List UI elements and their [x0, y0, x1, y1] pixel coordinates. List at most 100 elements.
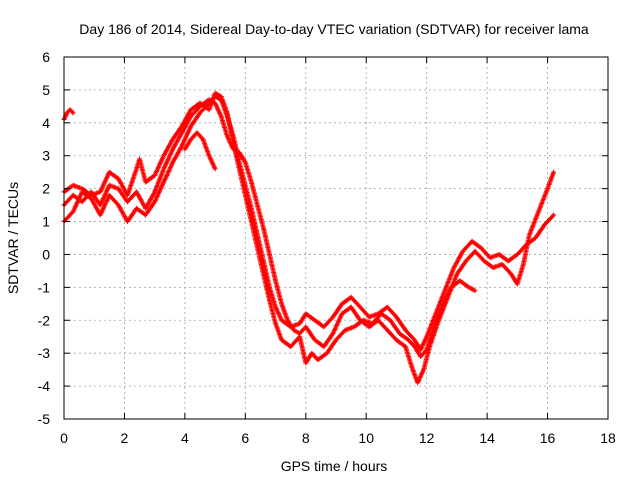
- data-point: [99, 203, 102, 207]
- data-point: [434, 312, 437, 315]
- data-point: [71, 210, 75, 213]
- x-tick-label: 18: [600, 430, 616, 446]
- x-tick-label: 4: [181, 430, 189, 446]
- data-point: [413, 345, 416, 348]
- data-point: [238, 151, 241, 154]
- data-point: [144, 180, 147, 184]
- data-point: [325, 352, 329, 355]
- data-point: [407, 338, 410, 342]
- y-tick-label: 2: [42, 181, 50, 197]
- data-point: [340, 312, 344, 315]
- data-point: [274, 305, 277, 309]
- y-tick-label: 3: [42, 148, 50, 164]
- data-point: [298, 332, 301, 335]
- data-point: [368, 325, 371, 329]
- data-point: [368, 315, 371, 319]
- data-point: [162, 154, 165, 157]
- data-point: [310, 352, 313, 355]
- data-point: [510, 273, 513, 276]
- data-point: [256, 203, 259, 207]
- data-point: [395, 338, 398, 342]
- data-point: [289, 345, 292, 348]
- data-point: [189, 108, 193, 111]
- data-point: [99, 213, 102, 217]
- data-point: [220, 95, 223, 98]
- x-tick-label: 14: [479, 430, 495, 446]
- data-point: [552, 213, 555, 217]
- data-point: [153, 200, 156, 203]
- data-point: [416, 381, 419, 384]
- data-point: [304, 361, 307, 365]
- data-point: [144, 213, 147, 217]
- data-point: [362, 319, 365, 322]
- series-track-e: [182, 130, 218, 172]
- data-point: [452, 266, 456, 269]
- y-tick-label: 0: [42, 246, 50, 262]
- data-point: [304, 325, 307, 329]
- data-point: [313, 338, 316, 342]
- data-point: [274, 279, 277, 282]
- data-point: [135, 167, 138, 171]
- data-point: [331, 332, 335, 335]
- series-track-c: [61, 90, 478, 366]
- data-point: [65, 111, 69, 115]
- data-point: [171, 138, 174, 141]
- data-point: [268, 253, 271, 256]
- plot-frame: [63, 56, 609, 420]
- data-point: [262, 226, 265, 230]
- data-point: [359, 305, 362, 309]
- data-point: [473, 289, 477, 292]
- data-point: [543, 223, 546, 226]
- data-point: [117, 177, 120, 180]
- data-point: [189, 138, 193, 141]
- data-point: [80, 187, 84, 190]
- data-point: [135, 190, 138, 194]
- data-point: [419, 355, 422, 358]
- y-tick-label: 1: [42, 214, 50, 230]
- data-point: [398, 332, 401, 335]
- data-point: [262, 273, 265, 276]
- data-point: [135, 207, 138, 210]
- data-point: [138, 157, 141, 161]
- data-point: [213, 92, 217, 95]
- data-point: [144, 207, 147, 210]
- data-point: [552, 171, 555, 174]
- y-tick-label: 4: [42, 115, 50, 131]
- data-point: [280, 302, 283, 305]
- data-point: [419, 348, 422, 352]
- data-point: [534, 236, 537, 240]
- data-point: [386, 328, 389, 332]
- data-point: [322, 345, 326, 348]
- data-point: [404, 345, 407, 348]
- data-point: [213, 101, 217, 105]
- data-point: [440, 305, 443, 309]
- data-point: [349, 296, 353, 299]
- data-point: [250, 180, 253, 184]
- y-tick-label: 6: [42, 49, 50, 65]
- data-point: [232, 141, 235, 144]
- data-point: [413, 338, 416, 342]
- x-axis-label: GPS time / hours: [281, 458, 388, 474]
- y-tick-label: -2: [38, 312, 51, 328]
- data-point: [244, 161, 247, 164]
- series-markers: [61, 90, 478, 366]
- data-point: [482, 259, 486, 263]
- data-point: [331, 315, 335, 319]
- data-point: [153, 190, 156, 194]
- data-point: [458, 279, 462, 282]
- data-point: [180, 131, 184, 134]
- series-track-b: [61, 97, 557, 386]
- y-tick-label: -3: [38, 345, 51, 361]
- x-tick-label: 6: [241, 430, 249, 446]
- data-point: [274, 322, 277, 325]
- data-point: [340, 302, 344, 305]
- x-tick-label: 2: [121, 430, 129, 446]
- data-point: [546, 187, 549, 190]
- data-point: [461, 250, 465, 253]
- data-point: [316, 358, 320, 361]
- data-point: [90, 197, 93, 200]
- data-point: [280, 319, 283, 322]
- data-point: [238, 167, 241, 171]
- data-point: [498, 253, 501, 256]
